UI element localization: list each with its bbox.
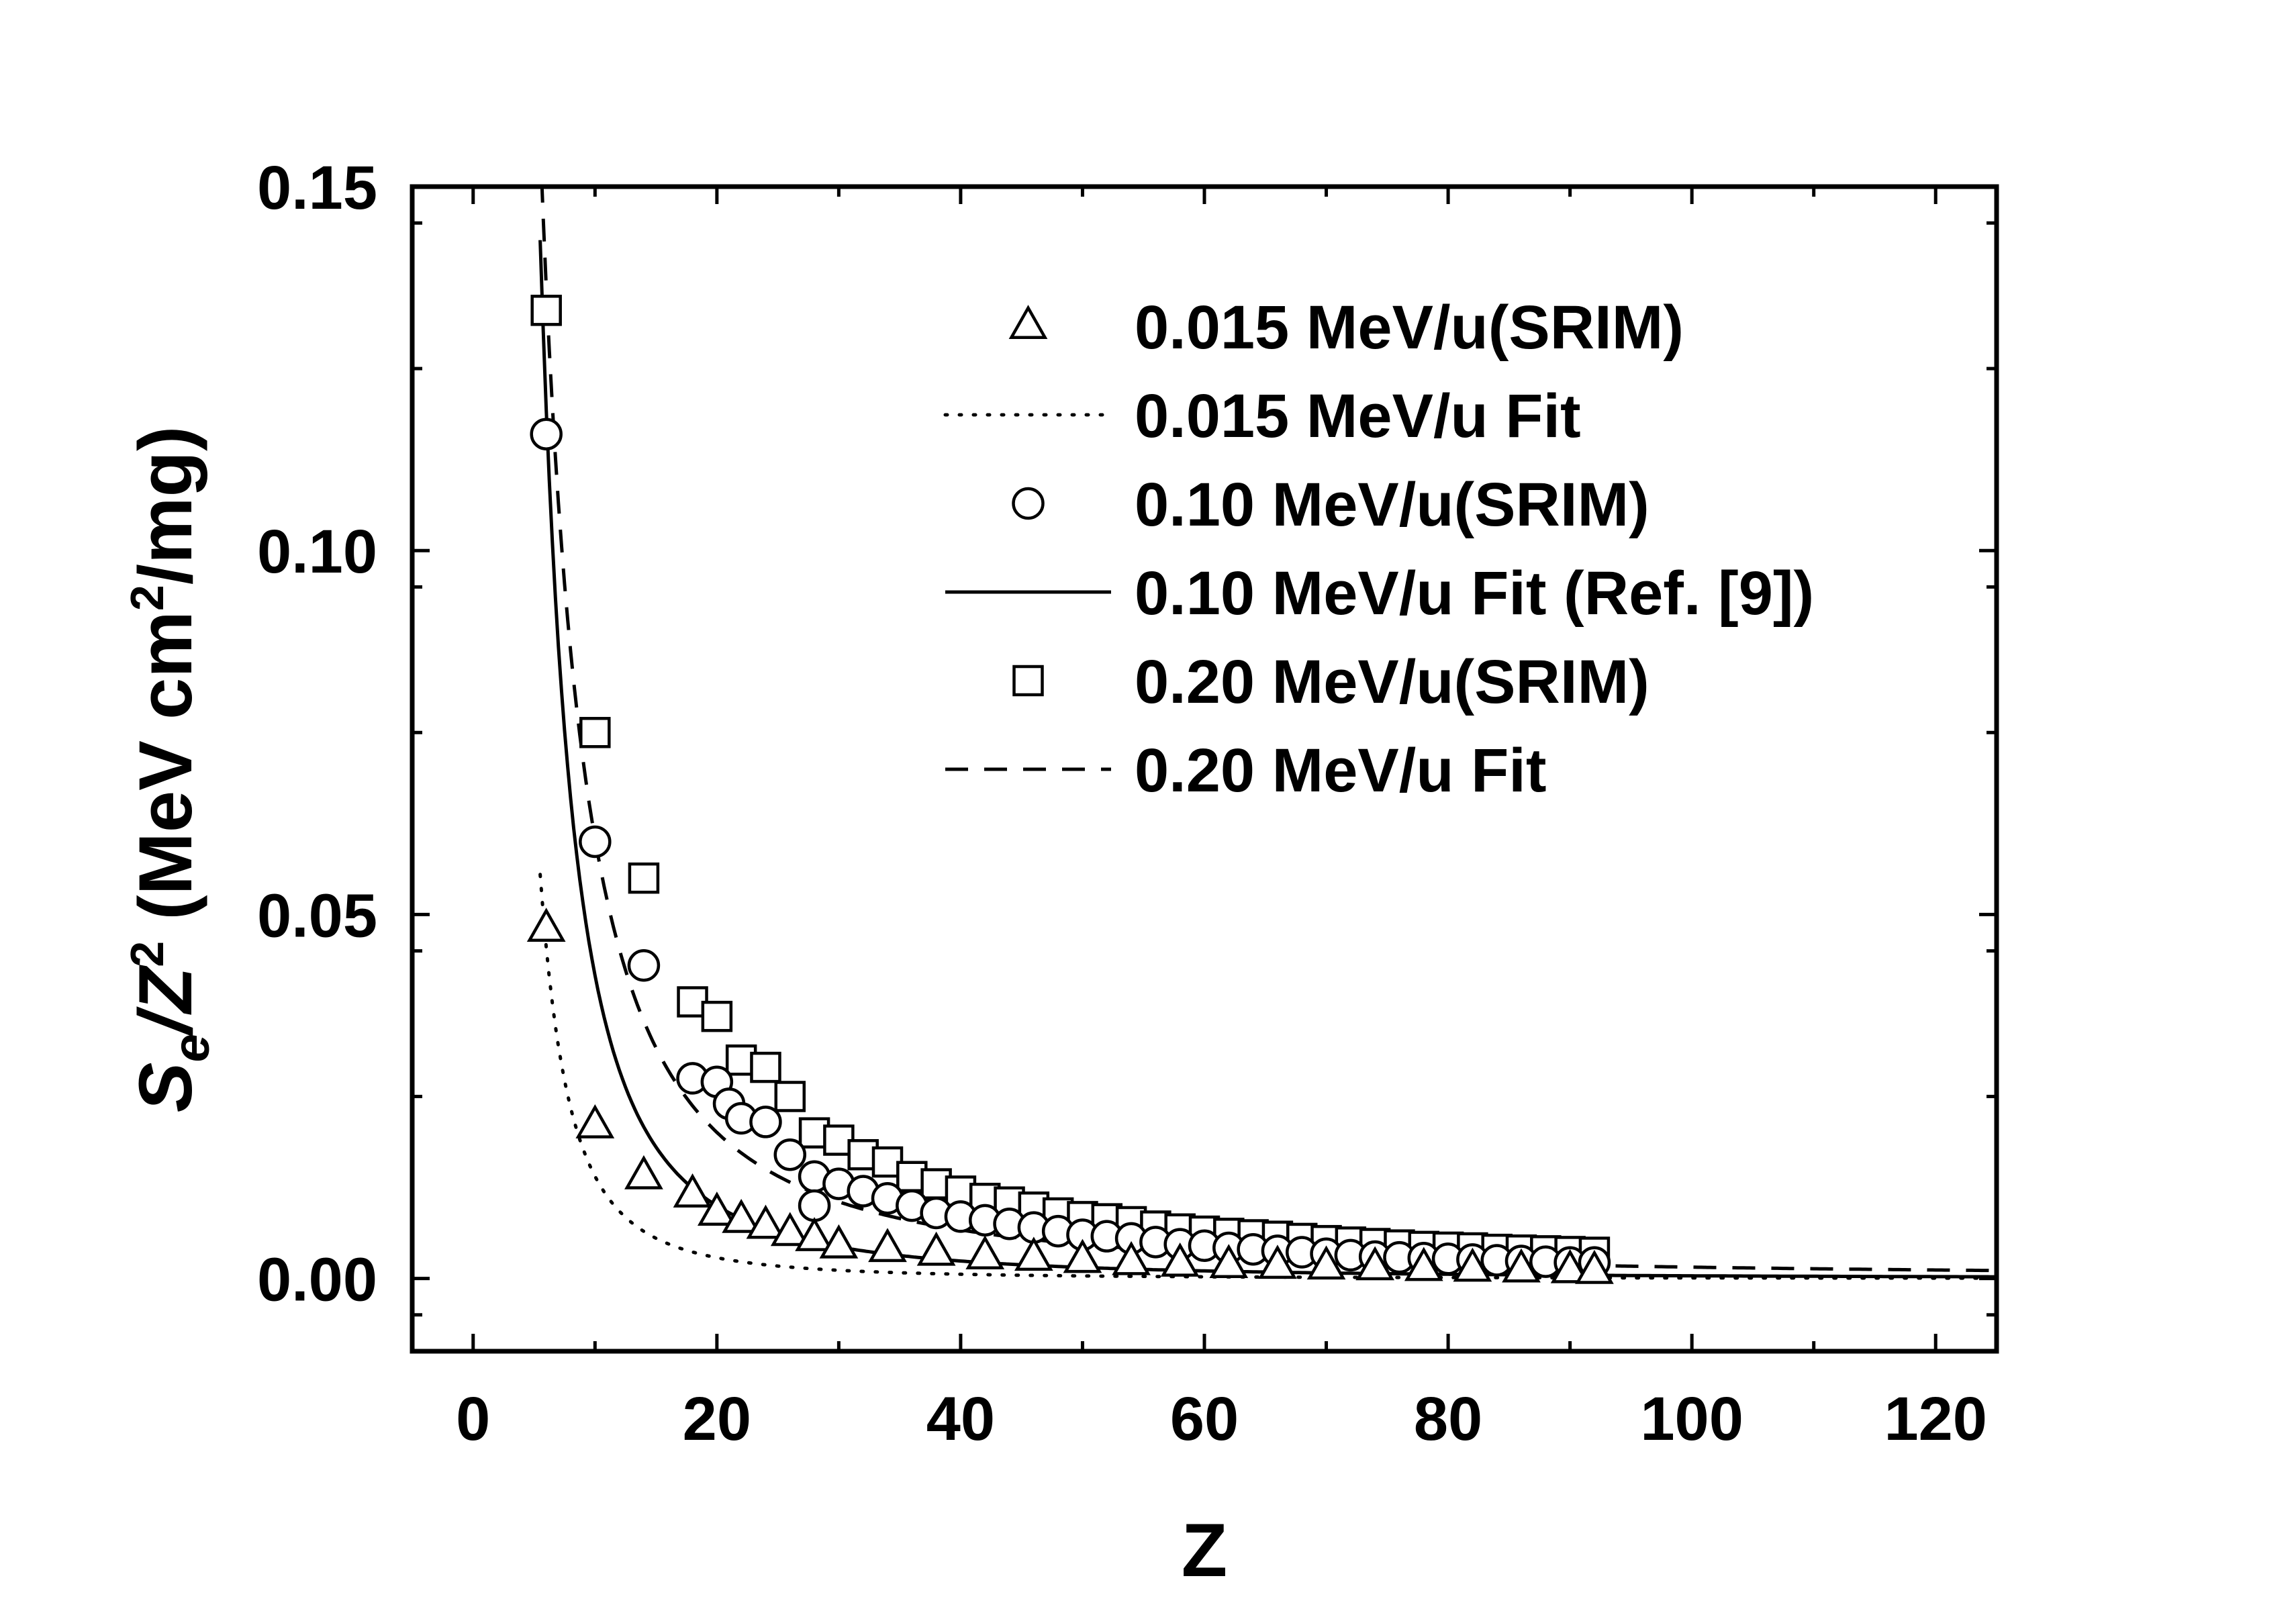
y-axis-title-sup1: 2 — [121, 941, 173, 967]
y-tick-label: 0.05 — [257, 881, 377, 950]
y-axis-title-s: S — [124, 1063, 207, 1113]
legend-triangle-marker — [1008, 305, 1048, 339]
circle-marker — [579, 825, 612, 859]
triangle-marker — [722, 1198, 761, 1233]
triangle-marker — [1209, 1244, 1249, 1279]
triangle-marker — [1160, 1242, 1200, 1277]
tick-labels: 0 20 40 60 80 100 120 0.00 0.05 0.10 0.15 — [257, 154, 1987, 1453]
y-axis-title-sup2: 2 — [121, 585, 173, 611]
x-tick-label: 0 — [456, 1385, 490, 1453]
triangle-marker — [526, 908, 566, 942]
x-tick-label: 120 — [1884, 1385, 1987, 1453]
legend-label: 0.015 MeV/u(SRIM) — [1135, 293, 1684, 362]
y-axis-title-units-close: /mg) — [124, 426, 207, 585]
legend-label: 0.015 MeV/u Fit — [1135, 382, 1581, 450]
square-marker — [701, 1000, 733, 1032]
y-axis-title: Se/Z2 (MeV cm2/mg) — [121, 426, 220, 1113]
triangle-marker — [1014, 1236, 1053, 1271]
square-marker — [530, 295, 562, 326]
y-axis-title-units-open: (MeV cm — [124, 611, 207, 941]
triangle-marker — [1306, 1245, 1346, 1280]
x-tick-label: 20 — [683, 1385, 751, 1453]
legend-label: 0.20 MeV/u(SRIM) — [1135, 648, 1649, 716]
triangle-marker — [1453, 1247, 1492, 1282]
y-tick-label: 0.15 — [257, 154, 377, 222]
triangle-marker — [1404, 1247, 1443, 1281]
x-tick-label: 40 — [926, 1385, 995, 1453]
x-axis-title: Z — [1182, 1508, 1227, 1592]
triangle-marker — [1502, 1248, 1541, 1283]
triangle-marker — [575, 1104, 615, 1138]
x-tick-label: 80 — [1414, 1385, 1482, 1453]
circle-marker — [530, 418, 563, 450]
legend-label: 0.10 MeV/u(SRIM) — [1135, 471, 1649, 539]
triangle-marker — [1112, 1240, 1151, 1275]
triangle-marker — [1550, 1249, 1590, 1283]
triangle-marker — [819, 1224, 859, 1259]
triangle-marker — [1258, 1245, 1297, 1279]
y-axis-title-z: /Z — [124, 965, 207, 1037]
triangle-marker — [1575, 1249, 1614, 1284]
triangle-marker — [624, 1155, 663, 1189]
axis-ticks — [412, 185, 1997, 1351]
triangle-marker — [795, 1217, 834, 1251]
triangle-marker — [673, 1173, 712, 1208]
square-marker — [579, 717, 611, 748]
triangle-marker — [770, 1212, 810, 1247]
legend-label: 0.10 MeV/u Fit (Ref. [9]) — [1135, 559, 1814, 628]
x-tick-label: 60 — [1170, 1385, 1239, 1453]
triangle-marker — [965, 1235, 1005, 1270]
y-axis-title-subscript: e — [163, 1034, 220, 1062]
square-marker — [628, 862, 660, 894]
data-markers — [526, 295, 1614, 1284]
legend: 0.015 MeV/u(SRIM) 0.015 MeV/u Fit 0.10 MeV… — [943, 293, 1814, 805]
legend-label: 0.20 MeV/u Fit — [1135, 736, 1547, 805]
triangle-marker — [746, 1204, 785, 1239]
x-tick-label: 100 — [1640, 1385, 1743, 1453]
y-tick-label: 0.10 — [257, 518, 377, 586]
circle-marker — [773, 1138, 807, 1171]
square-marker — [750, 1051, 781, 1083]
triangle-marker — [1063, 1238, 1102, 1273]
triangle-marker — [868, 1228, 907, 1263]
circle-marker — [798, 1189, 831, 1222]
square-marker — [774, 1081, 806, 1112]
triangle-marker — [697, 1191, 736, 1226]
triangle-marker — [916, 1231, 956, 1266]
y-tick-label: 0.00 — [257, 1246, 377, 1314]
legend-square-marker — [1012, 665, 1044, 697]
circle-marker — [627, 949, 661, 982]
triangle-marker — [1355, 1246, 1395, 1281]
circle-marker — [749, 1106, 782, 1138]
legend-circle-marker — [1012, 487, 1045, 520]
